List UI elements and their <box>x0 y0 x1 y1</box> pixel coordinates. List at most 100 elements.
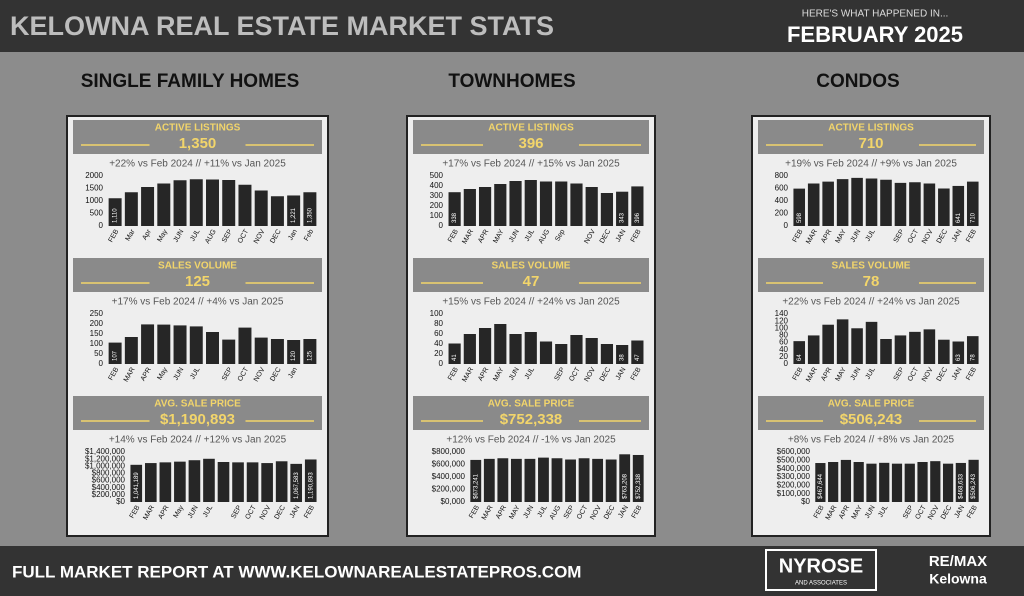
bar <box>174 461 186 502</box>
bar <box>822 324 834 364</box>
bar <box>238 184 252 226</box>
bar <box>917 462 928 502</box>
bar <box>851 177 863 226</box>
y-tick-label: 120 <box>775 316 789 325</box>
chart-title: AVG. SALE PRICE <box>828 399 915 410</box>
y-tick-label: 20 <box>779 352 788 361</box>
y-tick-label: $600,000 <box>432 460 466 469</box>
bar <box>275 461 288 502</box>
bar <box>232 462 244 502</box>
comparison-note: +17% vs Feb 2024 // +15% vs Jan 2025 <box>442 159 620 170</box>
bar <box>173 180 187 226</box>
bar <box>966 336 979 364</box>
bar <box>130 464 143 502</box>
section-title: SINGLE FAMILY HOMES <box>81 71 300 92</box>
comparison-note: +22% vs Feb 2024 // +24% vs Jan 2025 <box>782 297 960 308</box>
bar <box>173 325 187 364</box>
title-band <box>73 396 322 430</box>
headline-value: 125 <box>185 273 210 290</box>
y-tick-label: 80 <box>779 331 788 340</box>
y-tick-label: 1000 <box>85 196 103 205</box>
bar <box>891 463 903 502</box>
y-tick-label: 0 <box>784 359 789 368</box>
bar <box>555 344 568 364</box>
bar <box>866 463 877 502</box>
bar <box>930 461 941 502</box>
y-tick-label: $300,000 <box>777 472 811 481</box>
y-tick-label: $500,000 <box>777 455 811 464</box>
bar <box>865 321 878 364</box>
logo-remax-sub: Kelowna <box>929 571 987 587</box>
bar <box>894 335 907 364</box>
bar <box>952 185 965 226</box>
bar <box>494 184 507 226</box>
bar <box>822 181 834 226</box>
y-tick-label: 400 <box>430 181 444 190</box>
comparison-note: +19% vs Feb 2024 // +9% vs Jan 2025 <box>785 159 957 170</box>
headline-value: 396 <box>518 135 543 152</box>
bar <box>793 341 806 364</box>
bar <box>287 340 301 364</box>
value-label: 1,190,893 <box>308 472 314 499</box>
y-tick-label: $800,000 <box>432 447 466 456</box>
bar <box>600 344 614 364</box>
x-tick-label: Jan <box>287 228 299 241</box>
comparison-note: +17% vs Feb 2024 // +4% vs Jan 2025 <box>112 297 284 308</box>
bar <box>909 182 921 226</box>
bar <box>290 463 303 502</box>
title-band <box>758 120 984 154</box>
bar <box>203 458 215 502</box>
bar <box>909 331 921 364</box>
bar <box>923 183 936 226</box>
y-tick-label: 100 <box>430 309 444 318</box>
bar <box>141 324 155 364</box>
value-label: $752,338 <box>636 473 642 499</box>
bar <box>807 335 820 364</box>
bar <box>509 334 522 364</box>
y-tick-label: $600,000 <box>777 447 811 456</box>
value-label: $763,208 <box>622 473 628 499</box>
y-tick-label: 150 <box>90 329 104 338</box>
y-tick-label: $0,000 <box>441 497 466 506</box>
section-title: CONDOS <box>816 71 899 92</box>
bar <box>616 191 629 226</box>
y-tick-label: 800 <box>775 171 789 180</box>
bar <box>304 459 317 502</box>
bar <box>793 188 806 226</box>
bar <box>238 327 252 364</box>
headline-value: 47 <box>523 273 540 290</box>
value-label: 343 <box>620 212 626 223</box>
value-label: 125 <box>307 350 313 361</box>
y-tick-label: 0 <box>784 221 789 230</box>
y-tick-label: 500 <box>430 171 444 180</box>
y-tick-label: $400,000 <box>92 483 126 492</box>
y-tick-label: 600 <box>775 184 789 193</box>
bar <box>952 341 965 364</box>
y-tick-label: 200 <box>775 209 789 218</box>
chart-title: ACTIVE LISTINGS <box>488 123 574 134</box>
y-tick-label: 1500 <box>85 184 103 193</box>
y-tick-label: 0 <box>99 221 104 230</box>
value-label: 47 <box>635 354 641 361</box>
logo-nyrose-sub: AND ASSOCIATES <box>795 581 847 587</box>
bar <box>865 178 878 226</box>
y-tick-label: 50 <box>94 349 103 358</box>
chart-title: SALES VOLUME <box>832 261 911 272</box>
bar <box>144 463 157 502</box>
y-tick-label: 60 <box>434 329 443 338</box>
bar <box>448 192 461 226</box>
bar <box>510 458 522 502</box>
bar <box>157 183 171 226</box>
bar <box>565 459 576 502</box>
bar <box>904 463 915 502</box>
bar <box>448 343 461 364</box>
comparison-note: +12% vs Feb 2024 // -1% vs Jan 2025 <box>446 435 616 446</box>
bar <box>585 187 598 226</box>
bar <box>851 328 863 364</box>
y-tick-label: $1,000,000 <box>85 461 126 470</box>
bar <box>188 460 201 502</box>
chart-title: AVG. SALE PRICE <box>488 399 575 410</box>
bar <box>470 459 482 502</box>
y-tick-label: 200 <box>430 201 444 210</box>
